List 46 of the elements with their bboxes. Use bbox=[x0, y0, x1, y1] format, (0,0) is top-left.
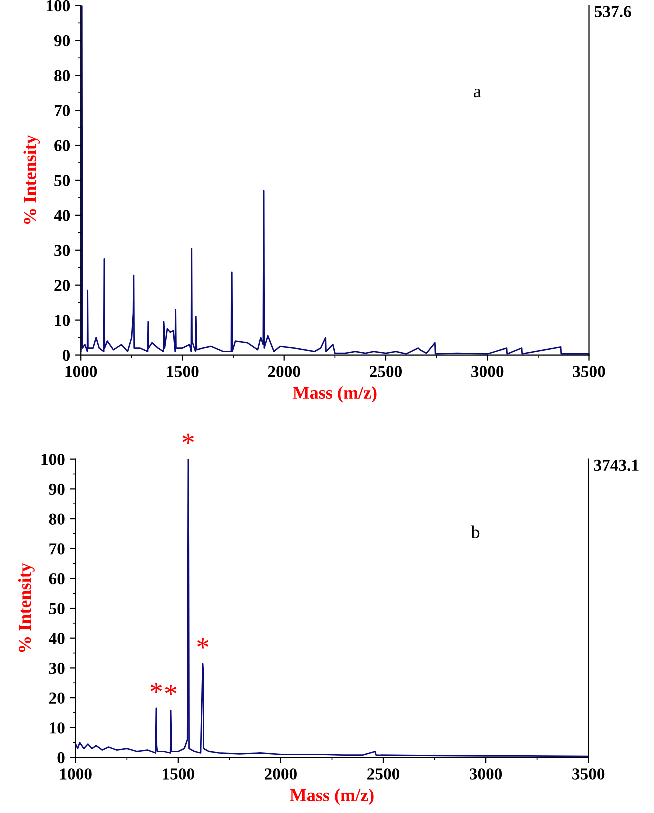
y-tick-label: 20 bbox=[49, 692, 65, 704]
y-tick-label: 40 bbox=[54, 210, 70, 222]
y-tick-label: 50 bbox=[49, 603, 65, 614]
x-tick-label: 1500 bbox=[167, 366, 199, 378]
y-tick-label: 40 bbox=[49, 633, 65, 644]
y-axis-title: % Intensity bbox=[18, 563, 35, 652]
y-tick-label: 90 bbox=[54, 35, 70, 47]
x-tick-label: 3000 bbox=[472, 366, 504, 378]
y-tick-label: 70 bbox=[54, 105, 70, 117]
x-tick-label: 2000 bbox=[268, 366, 300, 378]
text: 537.6 bbox=[595, 6, 632, 18]
x-axis-title: Mass (m/z) bbox=[293, 386, 377, 403]
y-tick-label: 70 bbox=[50, 544, 65, 555]
y-tick-label: 30 bbox=[49, 662, 65, 674]
text: 3743.1 bbox=[594, 460, 639, 472]
annotation: * bbox=[150, 682, 162, 694]
y-tick-label: 80 bbox=[54, 70, 70, 82]
x-tick-label: 1500 bbox=[163, 768, 194, 780]
y-tick-label: 60 bbox=[54, 140, 70, 152]
x-tick-label: 1000 bbox=[66, 366, 98, 378]
y-axis-title: % Intensity bbox=[24, 135, 40, 224]
y-tick-label: 20 bbox=[54, 280, 70, 292]
x-tick-label: 3000 bbox=[470, 768, 502, 780]
x-axis-title: Mass (m/z) bbox=[290, 788, 374, 806]
y-tick-label: 50 bbox=[54, 175, 70, 186]
x-tick-label: 2000 bbox=[264, 768, 297, 780]
y-tick-label: 0 bbox=[58, 752, 65, 764]
x-tick-label: 3500 bbox=[573, 366, 606, 378]
y-tick-label: 100 bbox=[42, 454, 65, 466]
x-tick-label: 2500 bbox=[370, 366, 402, 378]
x-tick-label: 2500 bbox=[368, 768, 400, 780]
y-tick-label: 90 bbox=[49, 484, 65, 496]
annotation: * bbox=[182, 434, 194, 444]
annotation: * bbox=[197, 638, 209, 649]
y-tick-label: 10 bbox=[55, 315, 70, 326]
y-tick-label: 100 bbox=[47, 0, 70, 12]
y-tick-label: 0 bbox=[62, 350, 70, 362]
x-tick-label: 3500 bbox=[572, 768, 605, 780]
annotation: a bbox=[474, 88, 482, 98]
y-tick-label: 10 bbox=[50, 722, 65, 734]
annotation: * bbox=[165, 685, 177, 696]
y-tick-label: 60 bbox=[49, 573, 65, 585]
y-tick-label: 80 bbox=[49, 514, 65, 525]
annotation: b bbox=[471, 526, 480, 538]
x-tick-label: 1000 bbox=[60, 768, 92, 780]
y-tick-label: 30 bbox=[54, 245, 70, 256]
